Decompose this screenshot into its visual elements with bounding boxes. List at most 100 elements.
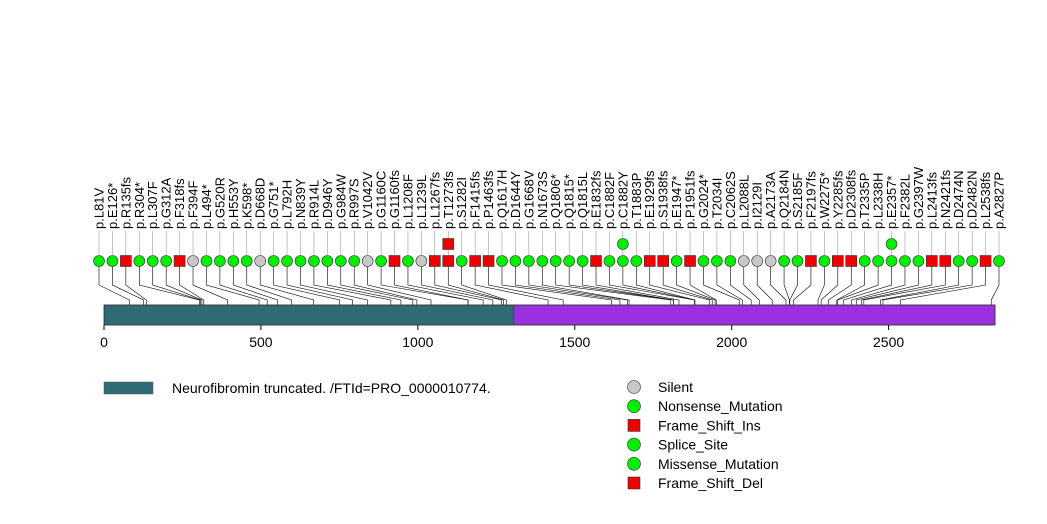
mutation-marker-circle — [885, 255, 898, 267]
mutation-label: p.F318fs — [172, 178, 187, 229]
mutation-marker-square — [657, 255, 669, 267]
mutation-marker-circle — [106, 255, 119, 267]
mutation-label: p.D2308fs — [844, 169, 859, 229]
mutation-label: p.L792H — [280, 180, 295, 229]
mutation-marker-circle — [536, 255, 549, 267]
mutation-marker-circle — [375, 255, 387, 267]
mutation-marker-square — [442, 238, 455, 250]
mutation-marker-square — [643, 255, 656, 267]
x-tick-label: 2000 — [716, 334, 747, 350]
mutation-label: p.S2185F — [790, 173, 805, 229]
mutation-label: p.T1883P — [629, 173, 644, 229]
mutation-label: p.L2538fs — [978, 171, 993, 229]
domain-2 — [513, 304, 996, 326]
mutation-marker-circle — [603, 255, 616, 267]
mutation-type-legend: Silent Nonsense_Mutation Frame_Shift_Ins Sp… — [627, 379, 783, 491]
mutation-label: p.S1282I — [454, 177, 469, 229]
mutation-label: p.H553Y — [226, 178, 241, 229]
domain-legend-swatch — [103, 381, 154, 395]
mutation-label: p.L494* — [199, 184, 214, 229]
mutation-label: p.G312A — [159, 177, 174, 229]
mutation-label: p.D2474N — [951, 170, 966, 229]
mutation-marker-circle — [200, 255, 213, 267]
mutation-marker-circle — [791, 255, 804, 267]
mutation-marker-circle — [361, 255, 374, 267]
mutation-label: p.P1951fs — [683, 170, 698, 229]
x-tick-label: 1500 — [559, 334, 590, 350]
mutation-label: p.D2482N — [965, 170, 980, 229]
mutation-marker-circle — [93, 255, 105, 267]
mutation-label: p.L1208F — [400, 174, 415, 229]
mutation-label: p.C1882F — [602, 172, 617, 229]
legend-marker-circle — [627, 456, 641, 471]
mutation-marker-circle — [912, 255, 925, 267]
mutation-label: p.I2129I — [750, 182, 765, 229]
mutation-label: p.D1644Y — [508, 171, 523, 229]
domain-legend: Neurofibromin truncated. /FTId=PRO_00000… — [103, 380, 491, 396]
mutation-marker-square — [429, 255, 441, 267]
mutation-label: p.P1463fs — [481, 170, 496, 229]
mutation-marker-circle — [617, 255, 629, 267]
mutation-label: p.G2024* — [696, 174, 711, 229]
mutation-marker-circle — [697, 255, 710, 267]
mutation-marker-circle — [308, 255, 320, 267]
mutation-marker-circle — [670, 255, 683, 267]
legend-label: Frame_Shift_Ins — [658, 417, 761, 433]
mutation-marker-circle — [576, 255, 589, 267]
legend-marker-circle — [627, 380, 641, 394]
mutation-label: p.G2397W — [911, 166, 926, 229]
mutation-label: p.K598* — [239, 183, 254, 229]
mutation-label: p.F2382L — [897, 174, 912, 229]
mutation-marker-circle — [899, 255, 911, 267]
mutation-label: p.S1938fs — [656, 170, 671, 229]
mutation-label: p.E126* — [105, 183, 120, 229]
mutation-label: p.T2335P — [857, 173, 872, 229]
mutation-label: p.L2088L — [736, 175, 751, 229]
mutation-marker-circle — [133, 255, 146, 267]
legend-label: Splice_Site — [658, 437, 728, 453]
mutation-marker-square — [469, 255, 481, 267]
mutation-marker-circle — [778, 255, 790, 267]
mutation-label: p.G1668V — [521, 170, 536, 229]
mutation-marker-circle — [737, 255, 750, 267]
legend-label: Nonsense_Mutation — [658, 398, 783, 414]
mutation-marker-circle — [523, 255, 535, 267]
mutation-label: p.E1947* — [669, 176, 684, 230]
mutation-label: p.G520R — [212, 177, 227, 229]
mutation-marker-circle — [549, 255, 562, 267]
mutation-marker-circle — [496, 255, 508, 267]
mutation-label: p.E1832fs — [589, 170, 604, 229]
mutation-marker-circle — [952, 255, 965, 267]
mutation-label: p.R997S — [347, 178, 362, 229]
mutation-marker-circle — [348, 255, 361, 267]
mutation-label: p.G984W — [333, 173, 348, 229]
mutation-marker-circle — [966, 255, 978, 267]
mutation-marker-circle — [321, 255, 334, 267]
mutation-marker-circle — [563, 255, 575, 267]
mutation-label: p.F2197fs — [803, 171, 818, 229]
mutation-label: p.E1929fs — [642, 170, 657, 229]
mutation-marker-circle — [711, 255, 723, 267]
mutation-label: p.Q1815* — [562, 174, 577, 229]
x-tick-label: 500 — [249, 334, 273, 350]
domain-1 — [104, 304, 514, 326]
mutation-label: p.G751* — [266, 181, 281, 229]
mutation-marker-circle — [160, 255, 172, 267]
mutation-marker-square — [120, 255, 132, 267]
mutation-label: p.W2275* — [817, 172, 832, 229]
mutation-label: p.L81V — [92, 187, 107, 229]
mutation-label: p.L2338H — [871, 173, 886, 229]
mutation-marker-circle — [227, 255, 240, 267]
mutation-label: p.Y2285fs — [830, 170, 845, 229]
mutation-label: p.L307F — [145, 181, 160, 229]
mutation-marker-square — [832, 255, 844, 267]
mutation-marker-circle — [214, 255, 226, 267]
mutation-marker-circle — [334, 255, 347, 267]
mutation-marker-circle — [509, 255, 522, 267]
mutation-marker-circle — [858, 255, 871, 267]
x-axis: 0 500 1000 1500 2000 2500 — [100, 325, 904, 350]
mutation-marker-square — [442, 255, 455, 267]
mutation-marker-square — [590, 255, 602, 267]
mutation-marker-circle — [267, 255, 280, 267]
mutation-label: p.Q1806* — [548, 174, 563, 229]
